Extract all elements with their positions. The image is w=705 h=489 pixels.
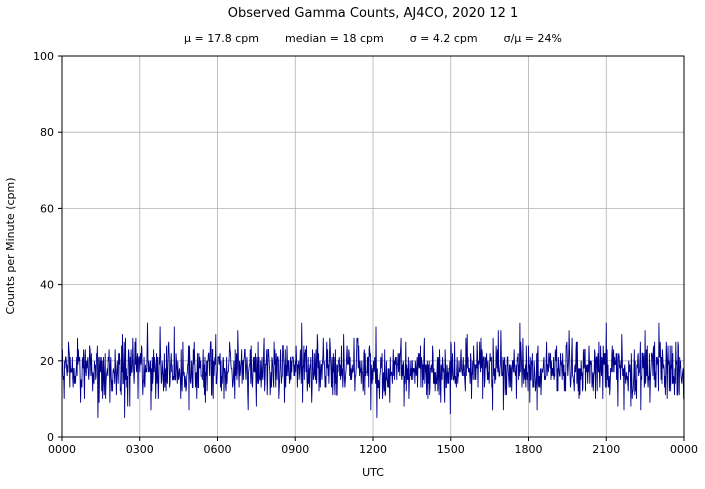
stat-median: median = 18 cpm xyxy=(285,32,384,45)
x-axis-label: UTC xyxy=(362,466,384,479)
y-tick-label-5: 100 xyxy=(33,50,54,63)
tick-marks xyxy=(58,55,685,441)
x-tick-labels: 0000 0300 0600 0900 1200 1500 1800 2100 0000 xyxy=(48,443,698,456)
y-axis-label: Counts per Minute (cpm) xyxy=(4,177,17,314)
x-tick-label-8: 0000 xyxy=(670,443,698,456)
y-tick-label-0: 0 xyxy=(47,431,54,444)
gamma-series-line xyxy=(61,322,685,418)
x-tick-label-5: 1500 xyxy=(437,443,465,456)
x-tick-label-3: 0900 xyxy=(281,443,309,456)
y-tick-label-2: 40 xyxy=(40,279,54,292)
stat-mean: μ = 17.8 cpm xyxy=(184,32,259,45)
stat-sigma: σ = 4.2 cpm xyxy=(409,32,478,45)
y-tick-label-3: 60 xyxy=(40,202,54,215)
x-tick-label-1: 0300 xyxy=(126,443,154,456)
x-tick-label-0: 0000 xyxy=(48,443,76,456)
y-tick-label-4: 80 xyxy=(40,126,54,139)
chart-title: Observed Gamma Counts, AJ4CO, 2020 12 1 xyxy=(227,6,519,21)
y-tick-label-1: 20 xyxy=(40,355,54,368)
x-tick-label-4: 1200 xyxy=(359,443,387,456)
x-tick-label-7: 2100 xyxy=(592,443,620,456)
x-tick-label-2: 0600 xyxy=(204,443,232,456)
chart-subtitle: μ = 17.8 cpm median = 18 cpm σ = 4.2 cpm… xyxy=(62,32,684,45)
stat-ratio: σ/μ = 24% xyxy=(503,32,562,45)
y-tick-labels: 0 20 40 60 80 100 xyxy=(33,50,54,444)
x-tick-label-6: 1800 xyxy=(515,443,543,456)
